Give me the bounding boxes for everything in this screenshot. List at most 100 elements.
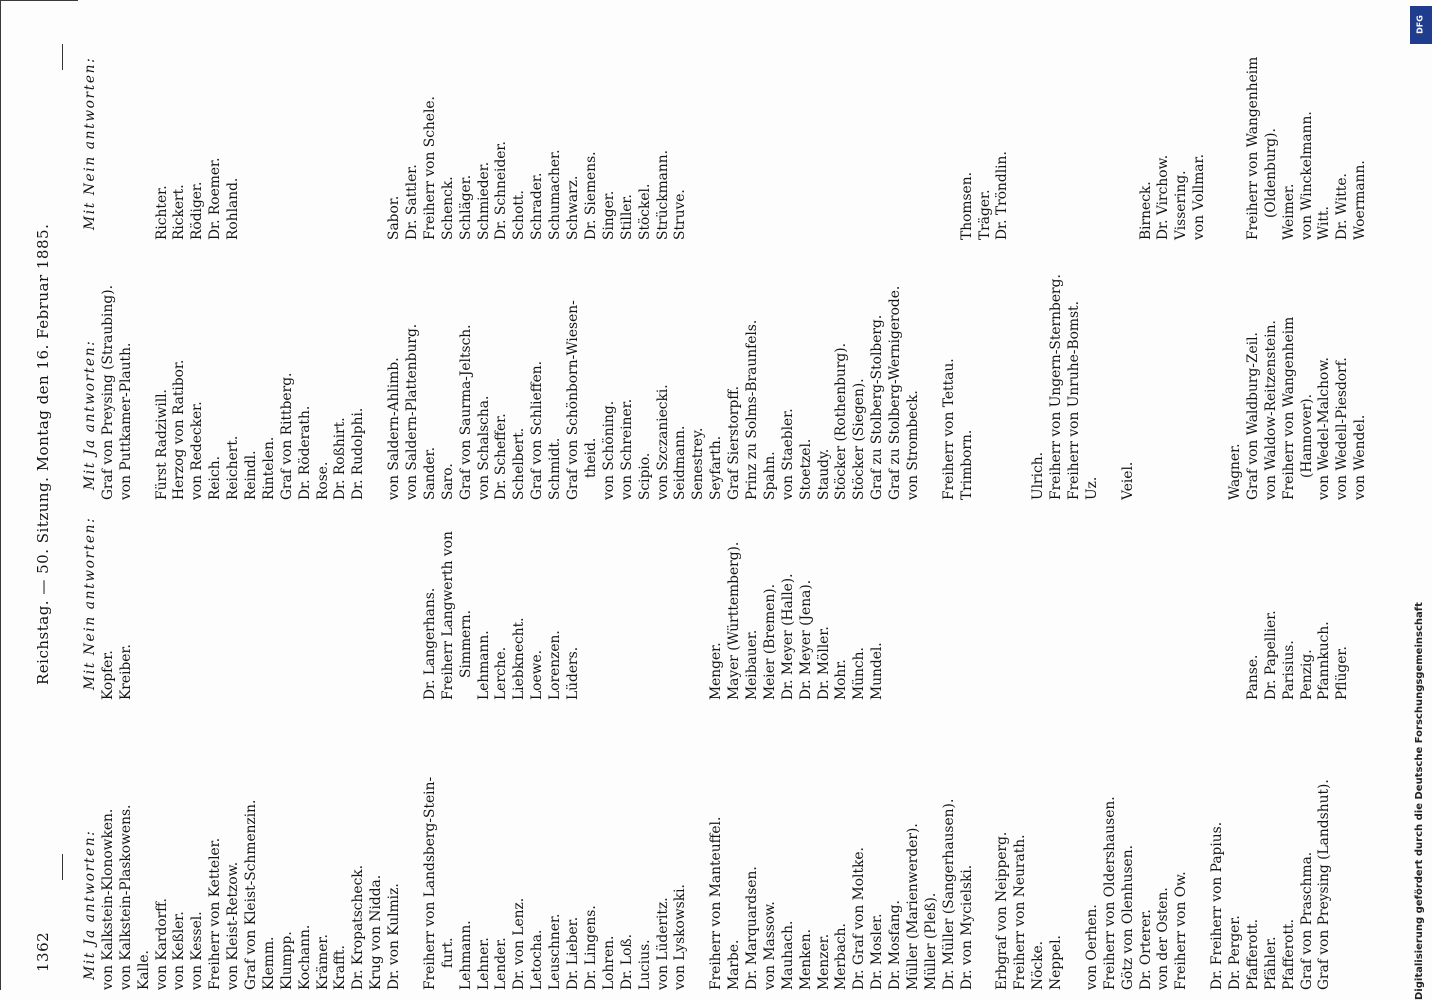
spacer: [1102, 517, 1120, 700]
member-name: Rickert.: [171, 184, 188, 240]
member-name: Mayer (Württemberg).: [726, 541, 743, 700]
member-name: Graf von Kleist-Schmenzin.: [243, 799, 260, 990]
member-name: Graf zu Stolberg-Wernigerode.: [887, 285, 904, 500]
member-name: Dr. von Mycielski.: [958, 864, 975, 990]
member-name: von Szczaniecki.: [654, 384, 671, 500]
member-name: von Staebler.: [779, 408, 796, 500]
member-name: Reichert.: [225, 435, 242, 500]
member-name: von Schreiner.: [618, 398, 635, 500]
column-yes-2: Mit Ja antworten: Graf von Preysing (Stra…: [82, 274, 1370, 500]
member-name: Freiherr von Schele.: [421, 96, 438, 240]
spacer: [977, 517, 995, 700]
member-name: Schrader.: [529, 172, 546, 240]
member-name: Graf von Rittberg.: [278, 372, 295, 500]
member-name: Trimborn.: [958, 429, 975, 500]
spacer: [1048, 517, 1066, 700]
member-name: von Saldern-Ahlimb.: [386, 357, 403, 500]
member-name: von Vollmar.: [1191, 154, 1208, 240]
header-rule-left: [62, 854, 63, 880]
member-name: Dr. von Lenz.: [511, 897, 528, 990]
member-name: Graf von Preysing (Landshut).: [1316, 779, 1333, 990]
member-name: Dr. Marquardsen.: [743, 866, 760, 990]
member-name: Rohland.: [225, 177, 242, 240]
spacer: [386, 517, 404, 700]
member-name: Singer.: [600, 190, 617, 240]
member-name: Parisius.: [1280, 640, 1297, 700]
member-name: Uz.: [1083, 476, 1100, 500]
member-name: Scipio.: [636, 452, 653, 500]
scan-left-edge: [0, 0, 1, 990]
member-name: (Hannover).: [1298, 393, 1315, 478]
member-name: Freiherr von Oldershausen.: [1101, 796, 1118, 990]
member-name: Sander.: [421, 446, 438, 500]
member-name: Müller (Marienwerder).: [904, 823, 921, 990]
member-name: von Lüderitz.: [654, 897, 671, 990]
spacer: [1012, 517, 1030, 700]
member-name: Graf von Praschma.: [1298, 851, 1315, 990]
member-name: von Wendel.: [1352, 414, 1369, 500]
member-name: Krafft.: [332, 945, 349, 990]
member-name: Stöcker (Rothenburg).: [833, 342, 850, 500]
member-name: theid.: [582, 437, 599, 478]
member-name: Lender.: [493, 937, 510, 990]
member-name: Dr. Lieber.: [565, 916, 582, 990]
spacer: [923, 57, 941, 240]
member-name: Dr. von Kulmiz.: [386, 883, 403, 990]
spacer: [726, 57, 744, 240]
member-name: Pflüger.: [1334, 646, 1351, 700]
spacer: [977, 274, 995, 500]
member-name: Graf von Saurma-Jeltsch.: [457, 324, 474, 500]
member-name: Lorenzen.: [547, 630, 564, 700]
member-name: Dr. Papellier.: [1262, 610, 1279, 700]
member-name: Kalle.: [135, 950, 152, 990]
spacer: [1030, 517, 1048, 700]
member-name: Dr. Möller.: [815, 626, 832, 700]
member-name: Freiherr von Neurath.: [1012, 834, 1029, 990]
dfg-logo: DFG: [1410, 6, 1432, 44]
member-name: Loewe.: [529, 650, 546, 700]
member-name: Lehmann.: [457, 920, 474, 990]
member-name: von Kalkstein-Plaskowens.: [117, 804, 134, 990]
member-name: Dr. Siemens.: [582, 151, 599, 240]
member-name: von Kardorff.: [153, 898, 170, 990]
spacer: [1102, 274, 1120, 500]
spacer: [207, 517, 225, 700]
member-name: Birneck.: [1137, 181, 1154, 240]
spacer: [583, 517, 601, 700]
member-name: Ulrich.: [1030, 451, 1047, 500]
member-name: Richter.: [153, 185, 170, 240]
member-name: Graf von Preysing (Straubing).: [99, 285, 116, 500]
member-name: Dr. Virchow.: [1155, 154, 1172, 240]
spacer: [1084, 517, 1102, 700]
spacer: [189, 517, 207, 700]
spacer: [136, 517, 154, 700]
member-name: Menken.: [797, 929, 814, 990]
member-name: Krug von Nidda.: [368, 874, 385, 990]
member-name: Dr. Perger.: [1227, 915, 1243, 990]
member-name: Prinz zu Solms-Braunfels.: [743, 319, 760, 500]
spacer: [1209, 57, 1227, 240]
column-no-1: Mit Nein antworten: Kopfer. Kreiber. Dr. La…: [82, 517, 1352, 700]
member-name: Träger.: [976, 189, 993, 241]
member-name: Spahn.: [761, 451, 778, 500]
member-name: Saro.: [439, 463, 456, 500]
spacer: [261, 57, 279, 240]
member-name: Dr. Meyer (Jena).: [797, 579, 814, 700]
member-name: Pfafferott.: [1280, 919, 1297, 990]
spacer: [1066, 517, 1084, 700]
member-name: Schott.: [511, 190, 528, 240]
spacer: [816, 57, 834, 240]
member-name: Meibauer.: [743, 629, 760, 700]
spacer: [1173, 517, 1191, 700]
member-name: Freiherr von Ow.: [1173, 871, 1190, 990]
member-name: von Winckelmann.: [1298, 111, 1315, 240]
spacer: [350, 57, 368, 240]
member-name: Mohr.: [833, 659, 850, 700]
member-name: Krämer.: [314, 934, 331, 990]
member-name: Graf von Schönborn-Wiesen-: [565, 300, 582, 500]
member-name: Dr. Lingens.: [582, 905, 599, 990]
member-name: Mauhach.: [779, 920, 796, 990]
member-name: furt.: [439, 937, 456, 968]
member-name: Herzog von Ratibor.: [171, 359, 188, 500]
